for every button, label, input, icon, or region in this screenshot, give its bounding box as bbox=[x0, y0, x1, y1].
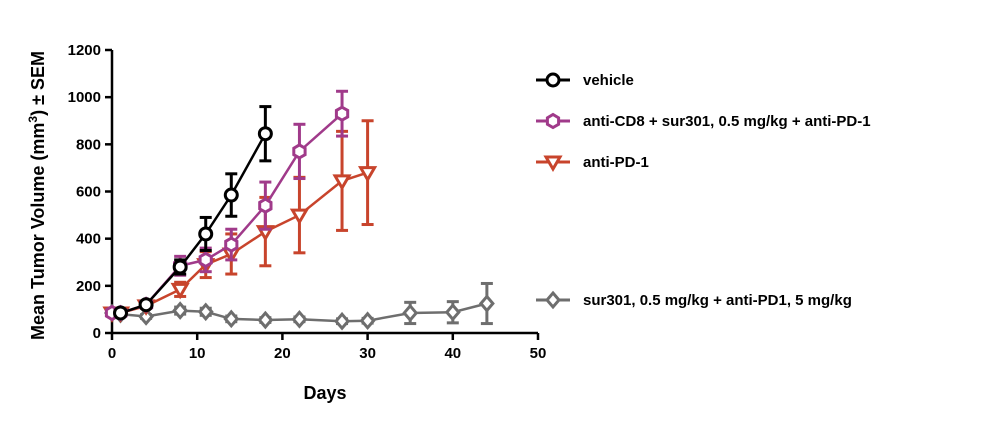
legend-marker bbox=[543, 155, 563, 172]
data-point bbox=[478, 294, 495, 313]
y-tick-label: 200 bbox=[76, 278, 101, 295]
x-tick-label: 0 bbox=[108, 345, 116, 362]
data-point bbox=[332, 174, 352, 191]
legend-item-1: vehicle bbox=[536, 72, 634, 89]
data-point bbox=[291, 310, 308, 329]
series-layer bbox=[102, 89, 495, 331]
legend-marker bbox=[545, 72, 561, 88]
legend-label: anti-PD-1 bbox=[583, 154, 649, 171]
data-point bbox=[258, 197, 273, 214]
legend-marker bbox=[545, 112, 561, 130]
y-tick-label: 1000 bbox=[68, 89, 101, 106]
x-tick-label: 50 bbox=[530, 345, 547, 362]
data-point bbox=[138, 307, 155, 326]
data-point bbox=[224, 236, 239, 253]
y-axis-title: Mean Tumor Volume (mm3) ± SEM bbox=[26, 51, 48, 340]
x-tick-label: 40 bbox=[444, 345, 461, 362]
data-point bbox=[223, 309, 240, 329]
series-4 bbox=[104, 281, 495, 331]
y-tick-label: 1200 bbox=[68, 42, 101, 59]
series-1 bbox=[113, 105, 273, 321]
legend-label: vehicle bbox=[583, 72, 634, 89]
data-point bbox=[402, 303, 419, 323]
axes: 0 200 400 600 800 1000 1200 0 10 20 30 40 50 bbox=[68, 42, 547, 362]
data-point bbox=[357, 166, 378, 183]
data-point bbox=[172, 301, 189, 320]
data-point bbox=[113, 305, 129, 321]
data-point bbox=[334, 311, 351, 331]
data-point bbox=[292, 143, 307, 160]
legend-item-3: anti-PD-1 bbox=[536, 154, 649, 172]
x-tick-label: 10 bbox=[189, 345, 206, 362]
data-point bbox=[172, 259, 188, 275]
data-point bbox=[359, 311, 376, 331]
data-point bbox=[197, 302, 214, 322]
data-point bbox=[257, 310, 274, 330]
x-tick-label: 20 bbox=[274, 345, 291, 362]
legend-item-2: anti-CD8 + sur301, 0.5 mg/kg + anti-PD-1 bbox=[536, 112, 871, 130]
data-point bbox=[444, 302, 461, 322]
legend: vehicle anti-CD8 + sur301, 0.5 mg/kg + an… bbox=[536, 72, 871, 310]
legend-marker bbox=[545, 290, 561, 310]
legend-label: anti-CD8 + sur301, 0.5 mg/kg + anti-PD-1 bbox=[583, 113, 871, 130]
x-tick-label: 30 bbox=[359, 345, 376, 362]
y-tick-label: 600 bbox=[76, 184, 101, 201]
data-point bbox=[198, 251, 213, 269]
data-point bbox=[223, 187, 239, 203]
y-tick-label: 400 bbox=[76, 231, 101, 248]
y-tick-label: 800 bbox=[76, 136, 101, 153]
x-axis-title: Days bbox=[303, 383, 346, 403]
series-3 bbox=[102, 119, 378, 323]
data-point bbox=[138, 297, 154, 313]
data-point bbox=[257, 126, 273, 142]
y-tick-label: 0 bbox=[93, 325, 101, 342]
data-point bbox=[198, 226, 214, 242]
data-point bbox=[170, 282, 190, 300]
data-point bbox=[334, 105, 350, 122]
data-point bbox=[289, 208, 310, 226]
legend-item-4: sur301, 0.5 mg/kg + anti-PD1, 5 mg/kg bbox=[536, 290, 852, 310]
legend-label: sur301, 0.5 mg/kg + anti-PD1, 5 mg/kg bbox=[583, 292, 852, 309]
series-line bbox=[112, 171, 368, 315]
series-line bbox=[112, 112, 343, 315]
series-line bbox=[120, 133, 267, 315]
